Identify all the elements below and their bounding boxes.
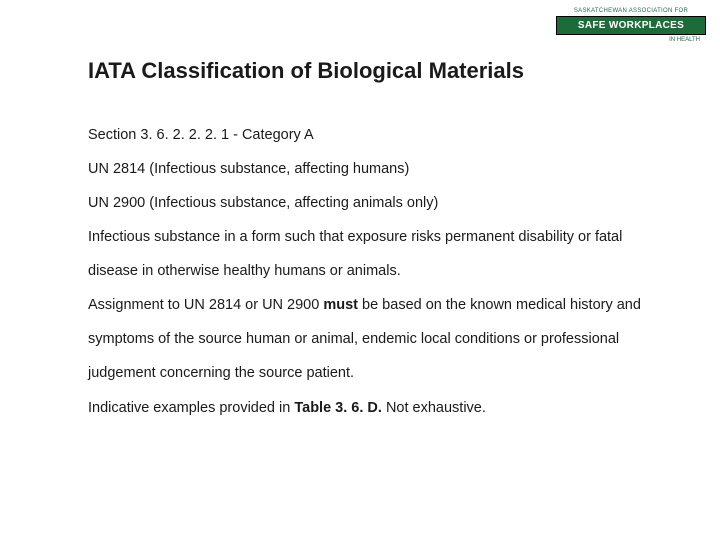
examples-paragraph: Indicative examples provided in Table 3.… xyxy=(88,391,648,425)
slide-content: IATA Classification of Biological Materi… xyxy=(88,58,648,425)
un-2814-line: UN 2814 (Infectious substance, affecting… xyxy=(88,152,648,186)
definition-paragraph: Infectious substance in a form such that… xyxy=(88,220,648,288)
table-ref-bold: Table 3. 6. D. xyxy=(294,400,382,416)
section-line: Section 3. 6. 2. 2. 2. 1 - Category A xyxy=(88,118,648,152)
logo-bottom-text: IN HEALTH xyxy=(556,37,706,43)
logo-badge: SASKATCHEWAN ASSOCIATION FOR SAFE WORKPL… xyxy=(556,8,706,43)
slide-title: IATA Classification of Biological Materi… xyxy=(88,58,648,84)
logo-top-text: SASKATCHEWAN ASSOCIATION FOR xyxy=(556,8,706,14)
logo-main-text: SAFE WORKPLACES xyxy=(556,16,706,35)
un-2900-line: UN 2900 (Infectious substance, affecting… xyxy=(88,186,648,220)
examples-text-pre: Indicative examples provided in xyxy=(88,400,294,416)
examples-text-post: Not exhaustive. xyxy=(382,400,486,416)
assignment-paragraph: Assignment to UN 2814 or UN 2900 must be… xyxy=(88,288,648,390)
must-bold: must xyxy=(323,297,358,313)
assignment-text-pre: Assignment to UN 2814 or UN 2900 xyxy=(88,297,323,313)
